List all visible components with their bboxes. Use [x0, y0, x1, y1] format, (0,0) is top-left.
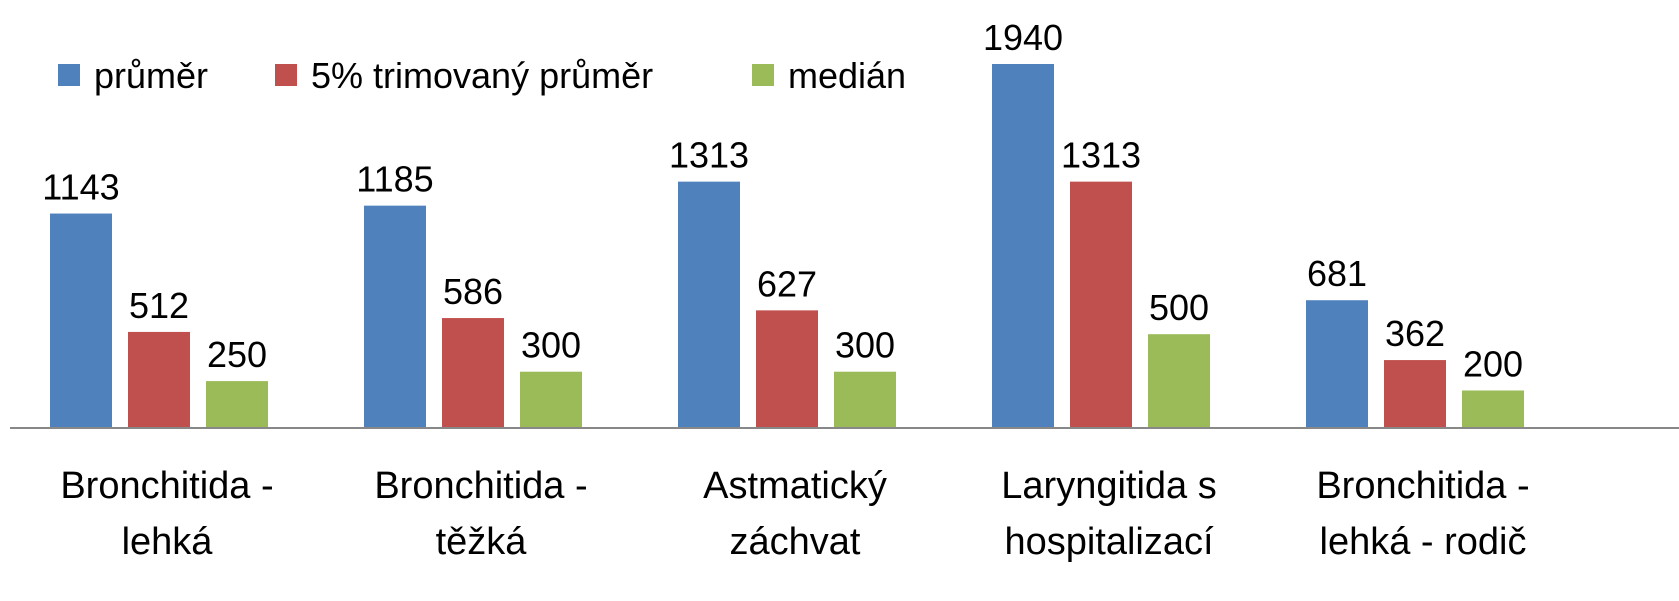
bar — [364, 205, 426, 428]
bar — [128, 331, 190, 428]
x-tick-label: Bronchitida - těžká — [374, 465, 588, 563]
value-label: 586 — [443, 271, 503, 312]
value-label: 1940 — [983, 17, 1063, 58]
bar — [1148, 334, 1210, 428]
bar — [1070, 181, 1132, 428]
x-tick-label: Bronchitida - lehká — [60, 465, 274, 563]
value-label: 500 — [1149, 287, 1209, 328]
bar — [1462, 390, 1524, 428]
value-label: 200 — [1463, 343, 1523, 384]
legend-label: medián — [788, 55, 906, 96]
value-label: 1313 — [669, 135, 749, 176]
bar — [756, 310, 818, 428]
legend-label: průměr — [94, 55, 208, 96]
bar — [442, 318, 504, 428]
x-tick-label: Astmatický záchvat — [703, 465, 887, 563]
bar — [678, 181, 740, 428]
value-label: 512 — [129, 285, 189, 326]
value-label: 681 — [1307, 253, 1367, 294]
legend-swatch — [58, 64, 80, 86]
legend-swatch — [752, 64, 774, 86]
value-label: 300 — [835, 325, 895, 366]
legend-label: 5% trimovaný průměr — [311, 55, 653, 96]
x-tick-label: Laryngitida s hospitalizací — [1001, 465, 1217, 563]
bar — [1384, 360, 1446, 428]
value-label: 627 — [757, 263, 817, 304]
x-tick-label: Bronchitida - lehká - rodič — [1316, 465, 1530, 563]
legend-swatch — [275, 64, 297, 86]
value-label: 362 — [1385, 313, 1445, 354]
value-label: 1185 — [356, 159, 433, 200]
bar — [520, 371, 582, 428]
value-label: 300 — [521, 325, 581, 366]
bar — [206, 381, 268, 428]
bar — [50, 213, 112, 428]
bar — [834, 371, 896, 428]
value-label: 1143 — [42, 167, 119, 208]
value-label: 250 — [207, 334, 267, 375]
bar — [992, 64, 1054, 428]
bar — [1306, 300, 1368, 428]
value-label: 1313 — [1061, 135, 1141, 176]
